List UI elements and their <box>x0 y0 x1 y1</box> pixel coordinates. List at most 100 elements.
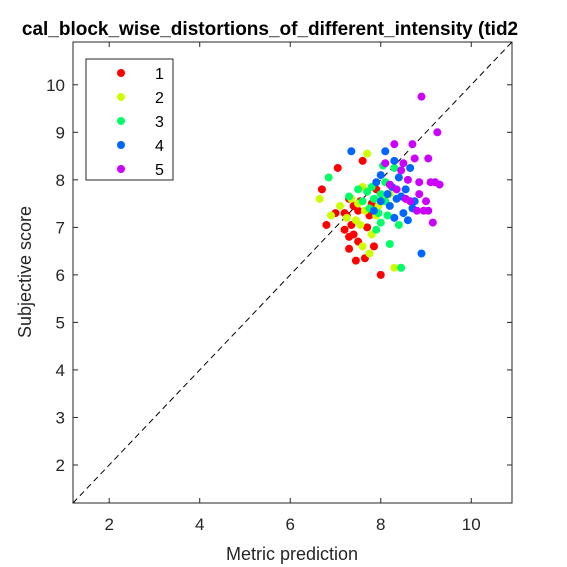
data-point-series-4 <box>372 178 381 187</box>
data-point-series-4 <box>394 173 403 182</box>
data-point-series-1 <box>340 225 349 234</box>
data-point-series-1 <box>376 270 385 279</box>
data-point-series-3 <box>358 197 367 206</box>
data-point-series-1 <box>322 220 331 229</box>
data-point-series-1 <box>358 156 367 165</box>
data-point-series-2 <box>336 201 345 210</box>
x-tick-label: 6 <box>286 515 295 534</box>
legend-label-3: 3 <box>155 114 164 131</box>
legend-label-4: 4 <box>155 138 164 155</box>
data-point-series-5 <box>408 140 417 149</box>
y-tick-label: 6 <box>56 266 65 285</box>
data-point-series-4 <box>383 190 392 199</box>
data-point-series-5 <box>381 159 390 168</box>
data-point-series-5 <box>410 154 419 163</box>
data-point-series-5 <box>412 206 421 215</box>
diagonal-reference-line <box>72 41 513 504</box>
data-point-series-2 <box>365 249 374 258</box>
data-point-series-3 <box>397 263 406 272</box>
data-point-series-1 <box>363 223 372 232</box>
data-point-series-4 <box>406 163 415 172</box>
legend-label-5: 5 <box>155 162 164 179</box>
data-point-series-3 <box>345 192 354 201</box>
x-tick-label: 2 <box>104 515 113 534</box>
data-point-series-4 <box>385 201 394 210</box>
data-point-series-2 <box>315 194 324 203</box>
legend-marker-1 <box>117 69 125 77</box>
data-point-series-5 <box>424 206 433 215</box>
data-point-series-2 <box>390 263 399 272</box>
data-point-series-3 <box>385 239 394 248</box>
legend: 1 2 3 4 5 <box>85 58 174 181</box>
data-point-series-1 <box>354 206 363 215</box>
data-point-series-2 <box>356 220 365 229</box>
data-point-series-3 <box>390 163 399 172</box>
data-point-series-1 <box>345 244 354 253</box>
data-point-series-4 <box>376 171 385 180</box>
y-tick-label: 3 <box>56 408 65 427</box>
legend-marker-5 <box>117 165 125 173</box>
data-point-series-5 <box>403 175 412 184</box>
data-point-series-3 <box>324 173 333 182</box>
y-tick-label: 7 <box>56 218 65 237</box>
data-point-series-4 <box>390 156 399 165</box>
data-point-series-5 <box>428 218 437 227</box>
data-point-series-1 <box>351 256 360 265</box>
legend-marker-4 <box>117 141 125 149</box>
data-point-series-5 <box>422 197 431 206</box>
legend-label-1: 1 <box>155 66 164 83</box>
legend-marker-2 <box>117 93 125 101</box>
data-point-series-4 <box>403 216 412 225</box>
x-axis-label: Metric prediction <box>226 544 358 564</box>
data-point-series-1 <box>317 185 326 194</box>
legend-label-2: 2 <box>155 90 164 107</box>
data-points <box>315 92 444 279</box>
data-point-series-4 <box>399 209 408 218</box>
data-point-series-5 <box>399 159 408 168</box>
y-tick-label: 5 <box>56 313 65 332</box>
data-point-series-1 <box>369 242 378 251</box>
data-point-series-5 <box>415 178 424 187</box>
data-point-series-5 <box>390 140 399 149</box>
data-point-series-2 <box>326 211 335 220</box>
legend-marker-3 <box>117 117 125 125</box>
data-point-series-3 <box>372 225 381 234</box>
data-point-series-5 <box>417 92 426 101</box>
y-axis-label: Subjective score <box>15 206 35 338</box>
axis-ticks: 2 4 6 8 10 2 3 4 5 6 7 8 9 10 <box>46 42 512 534</box>
x-tick-label: 10 <box>462 515 481 534</box>
data-point-series-4 <box>376 197 385 206</box>
data-point-series-4 <box>390 213 399 222</box>
data-point-series-2 <box>358 242 367 251</box>
legend-box <box>85 58 174 181</box>
data-point-series-1 <box>333 163 342 172</box>
data-point-series-3 <box>394 220 403 229</box>
data-point-series-5 <box>385 180 394 189</box>
data-point-series-5 <box>397 166 406 175</box>
data-point-series-5 <box>424 154 433 163</box>
data-point-series-4 <box>401 185 410 194</box>
data-point-series-3 <box>376 190 385 199</box>
data-point-series-3 <box>354 185 363 194</box>
data-point-series-5 <box>401 194 410 203</box>
data-point-series-5 <box>433 128 442 137</box>
data-point-series-4 <box>381 147 390 156</box>
data-point-series-4 <box>417 249 426 258</box>
y-tick-label: 2 <box>56 456 65 475</box>
data-point-series-2 <box>363 149 372 158</box>
data-point-series-3 <box>369 194 378 203</box>
x-tick-label: 8 <box>376 515 385 534</box>
data-point-series-2 <box>342 213 351 222</box>
x-tick-label: 4 <box>195 515 204 534</box>
data-point-series-4 <box>347 147 356 156</box>
y-tick-label: 10 <box>46 76 65 95</box>
data-point-series-5 <box>415 190 424 199</box>
y-tick-label: 4 <box>56 361 65 380</box>
data-point-series-5 <box>435 180 444 189</box>
y-tick-label: 9 <box>56 123 65 142</box>
data-point-series-5 <box>392 185 401 194</box>
data-point-series-1 <box>349 230 358 239</box>
reference-line-layer <box>72 41 513 504</box>
data-point-series-3 <box>376 218 385 227</box>
